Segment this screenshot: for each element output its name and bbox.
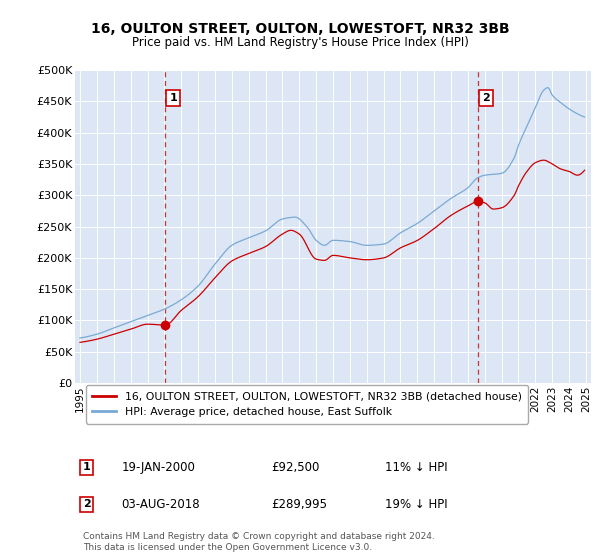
Text: 16, OULTON STREET, OULTON, LOWESTOFT, NR32 3BB: 16, OULTON STREET, OULTON, LOWESTOFT, NR… <box>91 22 509 36</box>
Text: 19-JAN-2000: 19-JAN-2000 <box>121 461 196 474</box>
Text: 2: 2 <box>482 93 490 103</box>
Text: £92,500: £92,500 <box>271 461 319 474</box>
Text: 1: 1 <box>169 93 177 103</box>
Text: 19% ↓ HPI: 19% ↓ HPI <box>385 498 447 511</box>
Text: £289,995: £289,995 <box>271 498 327 511</box>
Text: 03-AUG-2018: 03-AUG-2018 <box>121 498 200 511</box>
Text: 2: 2 <box>83 500 91 510</box>
Legend: 16, OULTON STREET, OULTON, LOWESTOFT, NR32 3BB (detached house), HPI: Average pr: 16, OULTON STREET, OULTON, LOWESTOFT, NR… <box>86 385 528 423</box>
Text: Contains HM Land Registry data © Crown copyright and database right 2024.
This d: Contains HM Land Registry data © Crown c… <box>83 532 434 552</box>
Text: 1: 1 <box>83 463 91 472</box>
Text: 11% ↓ HPI: 11% ↓ HPI <box>385 461 447 474</box>
Text: Price paid vs. HM Land Registry's House Price Index (HPI): Price paid vs. HM Land Registry's House … <box>131 36 469 49</box>
